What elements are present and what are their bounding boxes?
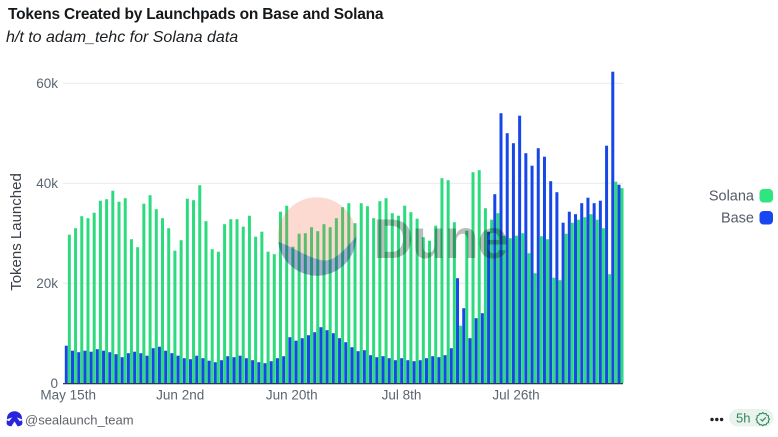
svg-text:@sealaunch_team: @sealaunch_team [25,413,134,428]
svg-text:Jul 8th: Jul 8th [382,388,422,403]
svg-text:Solana: Solana [709,189,755,205]
svg-text:20k: 20k [36,276,58,291]
svg-text:0: 0 [50,376,58,391]
svg-text:Jun 2nd: Jun 2nd [156,388,204,403]
svg-text:Tokens Launched: Tokens Launched [8,173,25,291]
svg-text:60k: 60k [36,76,58,91]
svg-text:Jul 26th: Jul 26th [492,388,539,403]
svg-text:Dune: Dune [373,207,507,270]
svg-text:Jun 20th: Jun 20th [266,388,318,403]
svg-text:May 15th: May 15th [40,388,96,403]
svg-text:5h: 5h [736,411,750,426]
svg-text:40k: 40k [36,176,58,191]
svg-text:Base: Base [721,211,754,227]
